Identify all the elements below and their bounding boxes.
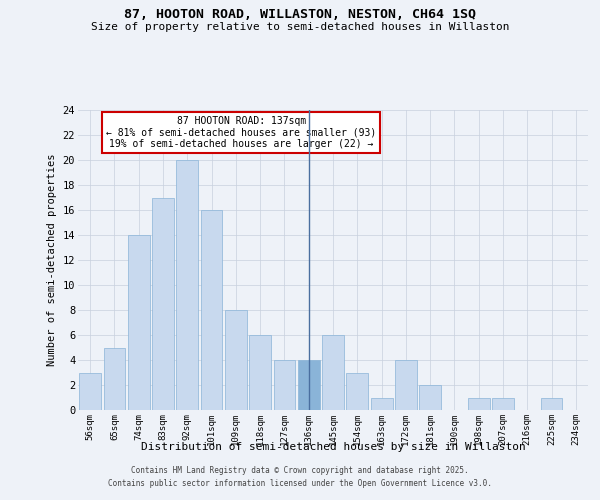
Bar (419, 385, 441, 410)
Bar (346, 372, 368, 410)
Bar (395, 360, 417, 410)
Bar (176, 160, 198, 410)
Bar (371, 398, 392, 410)
Text: Size of property relative to semi-detached houses in Willaston: Size of property relative to semi-detach… (91, 22, 509, 32)
Bar (274, 360, 295, 410)
Text: Contains HM Land Registry data © Crown copyright and database right 2025.
Contai: Contains HM Land Registry data © Crown c… (108, 466, 492, 487)
Bar (492, 398, 514, 410)
Text: Distribution of semi-detached houses by size in Willaston: Distribution of semi-detached houses by … (140, 442, 526, 452)
Text: 87 HOOTON ROAD: 137sqm
← 81% of semi-detached houses are smaller (93)
19% of sem: 87 HOOTON ROAD: 137sqm ← 81% of semi-det… (106, 116, 376, 149)
Bar (322, 335, 344, 410)
Bar (249, 335, 271, 410)
Bar (541, 398, 562, 410)
Bar (225, 310, 247, 410)
Text: 87, HOOTON ROAD, WILLASTON, NESTON, CH64 1SQ: 87, HOOTON ROAD, WILLASTON, NESTON, CH64… (124, 8, 476, 20)
Bar (468, 398, 490, 410)
Y-axis label: Number of semi-detached properties: Number of semi-detached properties (47, 154, 57, 366)
Bar (79, 372, 101, 410)
Bar (200, 210, 223, 410)
Bar (152, 198, 174, 410)
Bar (104, 348, 125, 410)
Bar (128, 235, 149, 410)
Bar (298, 360, 320, 410)
